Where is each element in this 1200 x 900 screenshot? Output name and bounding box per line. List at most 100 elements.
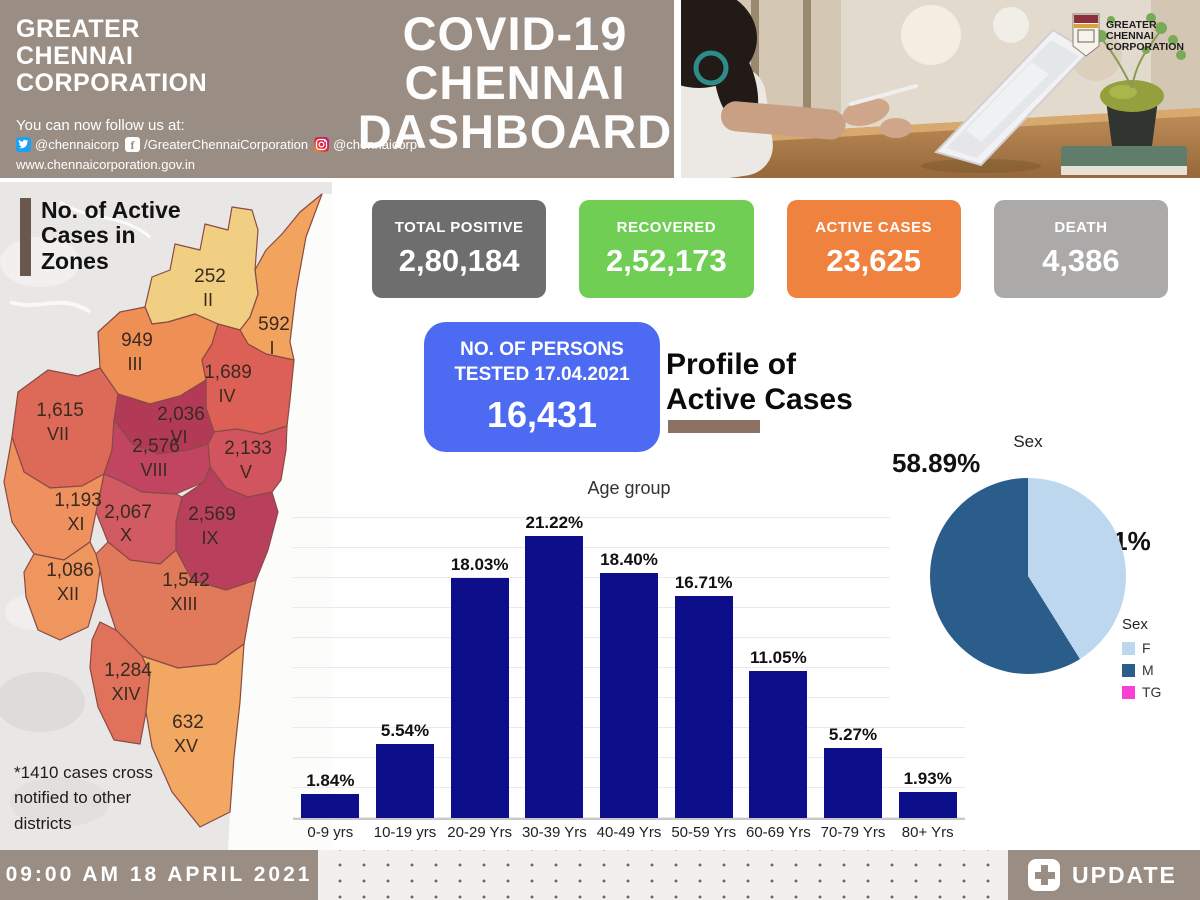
svg-text:2,133: 2,133: [224, 438, 272, 459]
total-positive-card: TOTAL POSITIVE 2,80,184: [372, 200, 547, 298]
bar-value-label: 16.71%: [674, 572, 733, 592]
org-name: GREATER CHENNAI CORPORATION: [16, 15, 208, 97]
legend-label: TG: [1142, 684, 1162, 700]
map-heading: No. of Active Cases in Zones: [20, 197, 181, 276]
bar-0-9: 1.84%: [301, 771, 360, 818]
bar-slot: 18.03%: [442, 500, 517, 818]
x-label: 40-49 Yrs: [596, 824, 662, 841]
svg-text:I: I: [269, 338, 274, 358]
x-label: 10-19 yrs: [373, 824, 437, 841]
recovered-card: RECOVERED 2,52,173: [579, 200, 754, 298]
stat-value: 23,625: [826, 243, 922, 278]
bar-slot: 5.54%: [368, 500, 443, 818]
age-group-bar-chart: 1.84% 5.54% 18.03% 21.22% 18.40% 16.71% …: [293, 500, 965, 820]
svg-text:949: 949: [121, 330, 153, 351]
facebook-handle: /GreaterChennaiCorporation: [144, 137, 309, 152]
profile-heading: Profile of Active Cases: [666, 348, 853, 416]
twitter-icon: [16, 137, 31, 152]
svg-text:592: 592: [258, 314, 290, 335]
zone-map-panel: 592 I 252 II 949 III 1,689 IV 2,133 V 2,036 VI…: [0, 182, 332, 850]
svg-text:XI: XI: [67, 514, 84, 534]
x-label: 80+ Yrs: [901, 824, 954, 841]
twitter-handle: @chennaicorp: [35, 137, 120, 152]
bar-value-label: 18.03%: [450, 555, 509, 575]
svg-text:VII: VII: [47, 424, 69, 444]
plant: [1061, 13, 1187, 175]
instagram-link[interactable]: @chennaicorp: [314, 137, 417, 152]
x-label: 20-29 Yrs: [447, 824, 513, 841]
bar-30-39: 21.22%: [525, 513, 584, 818]
svg-text:IX: IX: [201, 528, 218, 548]
gcc-logo: GREATER CHENNAI CORPORATION: [1072, 13, 1184, 57]
svg-text:XIII: XIII: [170, 594, 197, 614]
bar-20-29: 18.03%: [450, 555, 509, 818]
zone-XIV: [89, 621, 151, 745]
svg-text:V: V: [240, 462, 252, 482]
zone-XII: [23, 541, 101, 641]
svg-text:CHENNAI: CHENNAI: [1106, 30, 1154, 42]
bar-slot: 16.71%: [666, 500, 741, 818]
stat-label: TOTAL POSITIVE: [394, 219, 524, 236]
stat-label: ACTIVE CASES: [815, 219, 933, 236]
bar-value-label: 1.84%: [306, 770, 355, 790]
zone-XIII: [95, 541, 257, 669]
stat-label: RECOVERED: [616, 219, 717, 236]
header: GREATER CHENNAI CORPORATION You can now …: [0, 0, 1200, 184]
bar-value-label: 11.05%: [749, 648, 807, 668]
website-link[interactable]: www.chennaicorporation.gov.in: [16, 157, 195, 172]
legend-label: F: [1142, 640, 1151, 656]
bar-70-79: 5.27%: [824, 725, 883, 818]
page-title: COVID-19 CHENNAI DASHBOARD: [357, 7, 673, 158]
x-label: 60-69 Yrs: [745, 824, 811, 841]
svg-text:f: f: [131, 138, 136, 152]
bar-value-label: 21.22%: [525, 512, 584, 532]
zone-XV: [141, 643, 245, 828]
tested-value: 16,431: [486, 393, 598, 435]
profile-underline: [668, 420, 760, 433]
bar-40-49: 18.40%: [600, 550, 659, 818]
svg-text:1,542: 1,542: [162, 570, 210, 591]
legend-swatch-m: [1122, 663, 1135, 677]
svg-text:X: X: [120, 525, 132, 545]
stats-row: TOTAL POSITIVE 2,80,184 RECOVERED 2,52,1…: [372, 200, 1168, 298]
pie-title: Sex: [1013, 432, 1043, 451]
bar-10-19: 5.54%: [376, 721, 434, 818]
x-label: 0-9 yrs: [307, 824, 354, 841]
zone-XI: [3, 436, 105, 561]
photo-separator: [674, 0, 681, 178]
legend-label: M: [1142, 662, 1154, 678]
facebook-icon: f: [125, 137, 141, 152]
photo-illustration: GREATER CHENNAI CORPORATION: [641, 0, 1200, 184]
svg-text:1,086: 1,086: [46, 560, 94, 581]
update-button[interactable]: UPDATE: [1008, 850, 1200, 900]
instagram-handle: @chennaicorp: [333, 137, 418, 152]
svg-text:1,689: 1,689: [204, 362, 252, 383]
plus-icon: [1028, 859, 1060, 891]
facebook-link[interactable]: f /GreaterChennaiCorporation: [125, 137, 308, 152]
social-links: @chennaicorp f /GreaterChennaiCorporatio…: [16, 137, 417, 152]
footer: 09:00 AM 18 APRIL 2021 UPDATE: [0, 850, 1200, 900]
bar-slot: 5.27%: [816, 500, 891, 818]
svg-text:XIV: XIV: [111, 684, 140, 704]
pie-legend: Sex F M TG: [1122, 616, 1161, 703]
stat-value: 2,52,173: [606, 243, 727, 278]
legend-swatch-tg: [1122, 685, 1135, 699]
header-photo: GREATER CHENNAI CORPORATION: [641, 0, 1200, 184]
svg-text:CORPORATION: CORPORATION: [1106, 41, 1184, 53]
svg-text:1,193: 1,193: [54, 490, 102, 511]
bar-slot: 1.93%: [890, 500, 965, 818]
zone-X: [95, 473, 183, 565]
svg-text:GREATER: GREATER: [1106, 19, 1157, 31]
bar-value-label: 5.27%: [828, 724, 878, 744]
bar-chart-x-labels: 0-9 yrs 10-19 yrs 20-29 Yrs 30-39 Yrs 40…: [293, 824, 965, 841]
bar-60-69: 11.05%: [749, 648, 808, 818]
stat-value: 2,80,184: [398, 243, 520, 278]
svg-text:XV: XV: [174, 736, 198, 756]
twitter-link[interactable]: @chennaicorp: [16, 137, 119, 152]
svg-text:2,036: 2,036: [157, 404, 205, 425]
bar-slot: 18.40%: [592, 500, 667, 818]
bar-50-59: 16.71%: [674, 573, 733, 818]
